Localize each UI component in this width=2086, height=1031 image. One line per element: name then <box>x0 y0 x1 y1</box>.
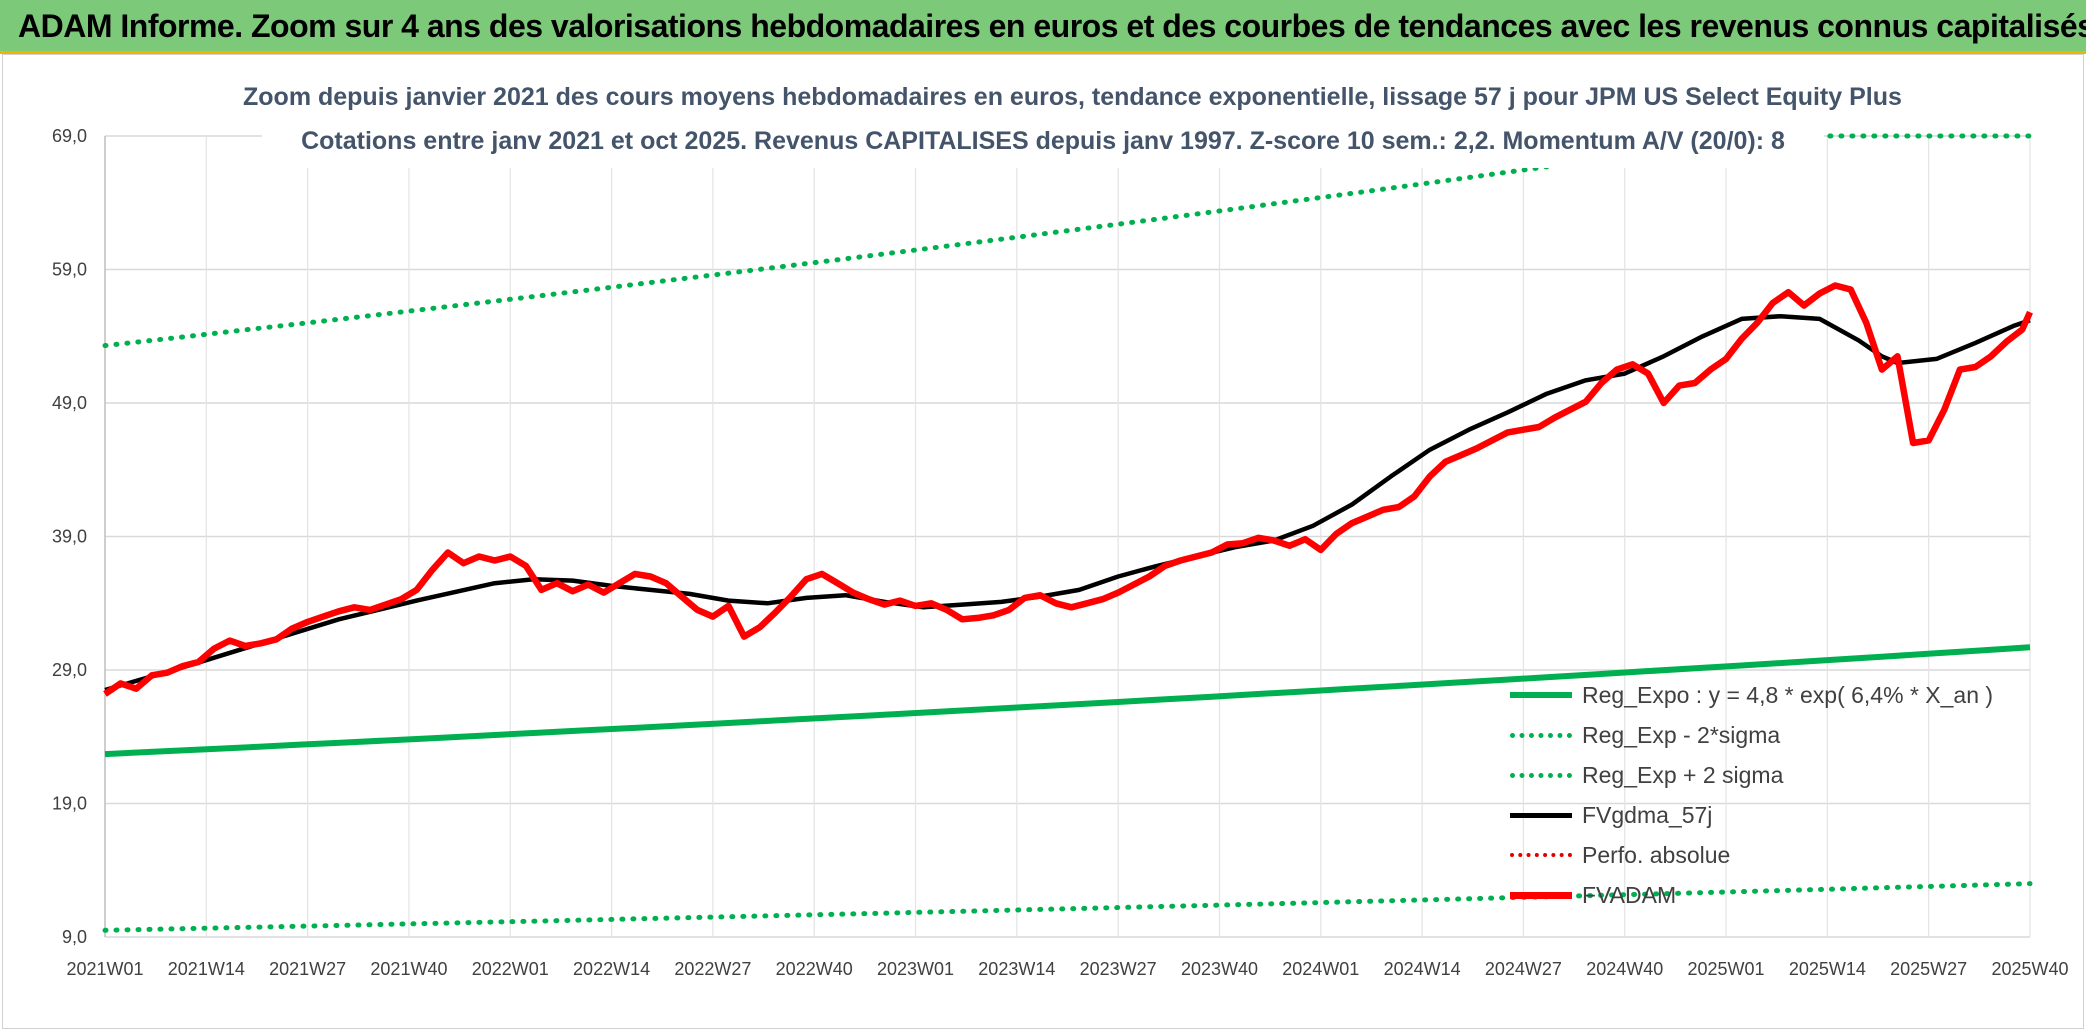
x-tick-label: 2021W27 <box>269 959 346 979</box>
series-line-3 <box>104 313 2031 693</box>
x-tick-label: 2024W01 <box>1282 959 1359 979</box>
x-tick-label: 2023W01 <box>877 959 954 979</box>
y-tick-label: 29,0 <box>52 660 87 680</box>
y-tick-label: 49,0 <box>52 393 87 413</box>
header-banner: ADAM Informe. Zoom sur 4 ans des valoris… <box>0 0 2086 54</box>
legend-item-reg-exp-plus: Reg_Exp + 2 sigma <box>1510 755 1993 795</box>
y-tick-label: 59,0 <box>52 260 87 280</box>
x-tick-label: 2023W14 <box>978 959 1055 979</box>
legend-item-reg-exp-minus: Reg_Exp - 2*sigma <box>1510 715 1993 755</box>
legend-item-fvadam: FVADAM <box>1510 875 1993 915</box>
chart-legend: Reg_Expo : y = 4,8 * exp( 6,4% * X_an ) … <box>1510 675 1993 915</box>
legend-swatch <box>1510 812 1572 818</box>
x-tick-label: 2024W40 <box>1586 959 1663 979</box>
series-line-5 <box>103 282 2033 697</box>
x-tick-label: 2024W14 <box>1384 959 1461 979</box>
legend-item-fvgdma: FVgdma_57j <box>1510 795 1993 835</box>
x-axis: 2021W01 2021W14 2021W27 2021W40 2022W01 2022W… <box>66 959 2068 979</box>
x-tick-label: 2022W14 <box>573 959 650 979</box>
x-tick-label: 2022W40 <box>776 959 853 979</box>
legend-label: Reg_Expo : y = 4,8 * exp( 6,4% * X_an ) <box>1582 681 1994 708</box>
x-tick-label: 2021W14 <box>168 959 245 979</box>
x-tick-label: 2022W01 <box>472 959 549 979</box>
x-tick-label: 2024W27 <box>1485 959 1562 979</box>
y-tick-label: 69,0 <box>52 126 87 146</box>
chart-subtitle: Cotations entre janv 2021 et oct 2025. R… <box>301 127 1785 155</box>
x-tick-label: 2025W14 <box>1789 959 1866 979</box>
legend-swatch <box>1510 692 1572 698</box>
chart-title-background <box>262 78 1824 168</box>
x-tick-label: 2023W40 <box>1181 959 1258 979</box>
y-tick-label: 19,0 <box>52 794 87 814</box>
legend-item-reg-expo: Reg_Expo : y = 4,8 * exp( 6,4% * X_an ) <box>1510 675 1993 715</box>
legend-label: FVgdma_57j <box>1582 801 1713 828</box>
x-tick-label: 2022W27 <box>674 959 751 979</box>
legend-swatch <box>1510 772 1572 778</box>
legend-swatch <box>1510 853 1572 857</box>
legend-label: Reg_Exp + 2 sigma <box>1582 761 1784 788</box>
x-tick-label: 2025W40 <box>1991 959 2068 979</box>
chart-title: Zoom depuis janvier 2021 des cours moyen… <box>243 83 1902 111</box>
legend-label: FVADAM <box>1582 881 1677 908</box>
y-tick-label: 39,0 <box>52 527 87 547</box>
series-line-1 <box>102 881 2033 933</box>
x-tick-label: 2025W27 <box>1890 959 1967 979</box>
chart-frame <box>2 54 2084 1029</box>
x-tick-label: 2023W27 <box>1080 959 1157 979</box>
x-tick-label: 2021W01 <box>66 959 143 979</box>
x-tick-label: 2025W01 <box>1688 959 1765 979</box>
x-tick-label: 2021W40 <box>370 959 447 979</box>
series-line-0 <box>104 644 2031 758</box>
legend-swatch <box>1510 891 1572 899</box>
legend-swatch <box>1510 732 1572 738</box>
legend-label: Perfo. absolue <box>1582 841 1731 868</box>
y-tick-label: 9,0 <box>62 927 87 947</box>
page-title: ADAM Informe. Zoom sur 4 ans des valoris… <box>18 8 2086 44</box>
legend-item-perfo: Perfo. absolue <box>1510 835 1993 875</box>
legend-label: Reg_Exp - 2*sigma <box>1582 721 1781 748</box>
y-axis: 9,0 19,0 29,0 39,0 49,0 59,0 69,0 <box>52 126 106 947</box>
